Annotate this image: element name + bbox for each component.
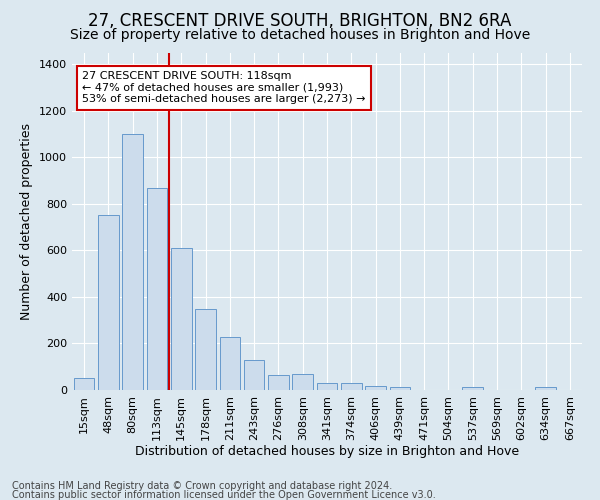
- Text: 27 CRESCENT DRIVE SOUTH: 118sqm
← 47% of detached houses are smaller (1,993)
53%: 27 CRESCENT DRIVE SOUTH: 118sqm ← 47% of…: [82, 71, 366, 104]
- Y-axis label: Number of detached properties: Number of detached properties: [20, 122, 34, 320]
- Text: Size of property relative to detached houses in Brighton and Hove: Size of property relative to detached ho…: [70, 28, 530, 42]
- Text: Contains HM Land Registry data © Crown copyright and database right 2024.: Contains HM Land Registry data © Crown c…: [12, 481, 392, 491]
- Text: Contains public sector information licensed under the Open Government Licence v3: Contains public sector information licen…: [12, 490, 436, 500]
- Bar: [220, 337, 240, 390]
- Bar: [146, 188, 167, 390]
- Bar: [98, 216, 119, 390]
- X-axis label: Distribution of detached houses by size in Brighton and Hove: Distribution of detached houses by size …: [135, 446, 519, 458]
- Bar: [389, 387, 410, 390]
- Bar: [292, 374, 313, 390]
- Bar: [122, 134, 143, 390]
- Bar: [244, 360, 265, 390]
- Bar: [317, 383, 337, 390]
- Bar: [341, 383, 362, 390]
- Text: 27, CRESCENT DRIVE SOUTH, BRIGHTON, BN2 6RA: 27, CRESCENT DRIVE SOUTH, BRIGHTON, BN2 …: [88, 12, 512, 30]
- Bar: [171, 248, 191, 390]
- Bar: [463, 387, 483, 390]
- Bar: [535, 387, 556, 390]
- Bar: [365, 386, 386, 390]
- Bar: [195, 309, 216, 390]
- Bar: [74, 378, 94, 390]
- Bar: [268, 375, 289, 390]
